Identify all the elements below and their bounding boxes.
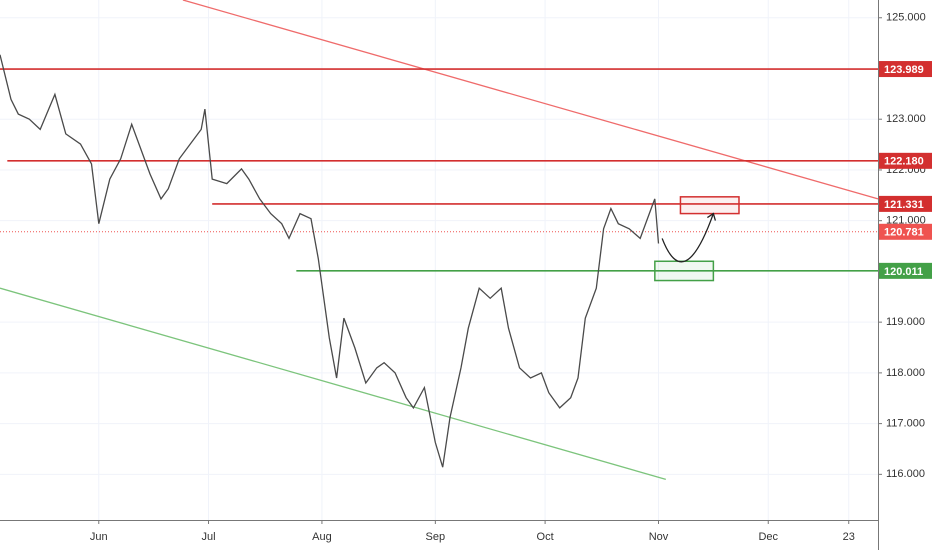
- level-price-tag: [879, 223, 932, 240]
- y-tick-label: 125.000: [886, 12, 926, 24]
- x-tick-label: Jul: [201, 531, 215, 543]
- level-price-tag: [879, 61, 932, 78]
- level-price-tag: [879, 262, 932, 279]
- target-box: [679, 196, 740, 215]
- level-price-label: 121.331: [884, 199, 924, 211]
- arrow-head: [707, 212, 716, 221]
- y-tick-label: 118.000: [886, 367, 925, 379]
- level-price-label: 123.989: [884, 64, 924, 76]
- price-line: [0, 54, 660, 468]
- level-price-label: 122.180: [884, 156, 924, 168]
- x-tick-label: Sep: [426, 531, 446, 543]
- level-price-tag: [879, 195, 932, 212]
- x-tick-label: 23: [843, 531, 855, 543]
- x-tick-label: Aug: [312, 531, 332, 543]
- y-tick-label: 117.000: [886, 418, 925, 430]
- x-tick-label: Jun: [90, 531, 108, 543]
- projection-arrow: [661, 213, 714, 263]
- y-tick-label: 123.000: [886, 113, 926, 125]
- y-tick-label: 121.000: [886, 215, 926, 227]
- level-price-tag: [879, 152, 932, 169]
- y-tick-label: 116.000: [886, 468, 925, 480]
- y-tick-label: 119.000: [886, 316, 925, 328]
- target-box: [654, 260, 715, 282]
- level-price-label: 120.011: [884, 266, 923, 278]
- x-tick-label: Oct: [537, 531, 554, 543]
- x-tick-label: Dec: [758, 531, 778, 543]
- trend-line: [0, 287, 666, 481]
- trend-line: [182, 0, 879, 200]
- x-tick-label: Nov: [649, 531, 669, 543]
- level-price-label: 120.781: [884, 227, 924, 239]
